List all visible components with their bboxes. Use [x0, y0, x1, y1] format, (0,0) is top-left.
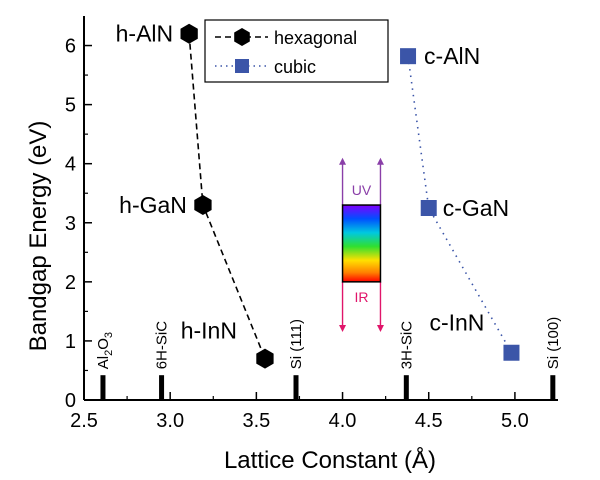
substrate-bar-4 [550, 375, 556, 399]
substrate-bar-1 [159, 375, 165, 399]
spectrum-bar [341, 204, 382, 283]
x-tick-label-5: 5.0 [501, 410, 529, 432]
x-tick-label-3: 4.0 [329, 410, 357, 432]
legend-cubic-marker [235, 59, 249, 73]
substrate-bar-3 [403, 375, 409, 399]
spectrum-ir-arrow-left [339, 325, 347, 333]
point-h-InN [256, 348, 274, 369]
point-h-GaN [194, 195, 212, 215]
legend-hexagonal-label: hexagonal [274, 28, 357, 48]
x-axis-ticks: 2.5 3.0 3.5 4.0 4.5 5.0 [70, 392, 529, 432]
x-axis-label: Lattice Constant (Å) [224, 446, 436, 474]
x-tick-label-0: 2.5 [70, 410, 98, 432]
point-c-InN [503, 344, 520, 361]
x-tick-label-1: 3.0 [156, 410, 184, 432]
spectrum-uv-arrow-left [339, 157, 347, 165]
substrate-label-1: 6H-SiC [154, 321, 171, 370]
plot-axes [83, 16, 558, 401]
point-label-h-GaN: h-GaN [119, 192, 187, 218]
substrate-bar-0 [100, 375, 106, 399]
point-label-c-AlN: c-AlN [424, 43, 480, 69]
y-tick-label-4: 4 [65, 154, 76, 176]
substrate-label-3: 3H-SiC [398, 321, 415, 370]
x-tick-label-2: 3.5 [242, 410, 270, 432]
spectrum-ir-arrow-right [376, 325, 384, 333]
y-axis-ticks: 0 1 2 3 4 5 6 [65, 36, 92, 412]
substrate-label-2: Si (111) [288, 319, 305, 369]
y-tick-label-5: 5 [65, 95, 76, 117]
y-axis-label: Bandgap Energy (eV) [25, 121, 52, 352]
spectrum-ir-label: IR [355, 289, 369, 305]
spectrum-uv-arrow-right [376, 157, 384, 165]
legend: hexagonal cubic [204, 19, 389, 83]
y-tick-label-0: 0 [65, 390, 76, 412]
substrate-bar-2 [293, 375, 299, 399]
point-h-AlN [180, 23, 198, 44]
point-label-c-InN: c-InN [429, 310, 484, 336]
point-label-h-InN: h-InN [181, 318, 237, 344]
point-labels: h-AlN h-GaN h-InN c-AlN c-GaN c-InN [116, 21, 510, 344]
point-c-GaN [420, 200, 437, 216]
x-tick-label-4: 4.5 [415, 410, 443, 432]
y-tick-label-6: 6 [65, 36, 76, 58]
spectrum-inset: UV IR [339, 157, 384, 333]
substrate-label-4: Si (100) [545, 317, 562, 370]
legend-hexagonal-marker [234, 28, 250, 46]
point-c-AlN [400, 48, 417, 65]
y-tick-label-2: 2 [65, 272, 76, 294]
point-label-c-GaN: c-GaN [443, 195, 509, 221]
point-label-h-AlN: h-AlN [116, 21, 174, 47]
y-tick-label-1: 1 [65, 331, 76, 353]
substrate-label-0: Al2O3 [95, 332, 115, 369]
legend-cubic-label: cubic [274, 57, 316, 77]
spectrum-uv-label: UV [352, 182, 372, 198]
substrate-markers: Al2O3 6H-SiC Si (111) 3H-SiC Si (100) [95, 317, 562, 399]
series-points [180, 23, 520, 369]
y-tick-label-3: 3 [65, 213, 76, 235]
